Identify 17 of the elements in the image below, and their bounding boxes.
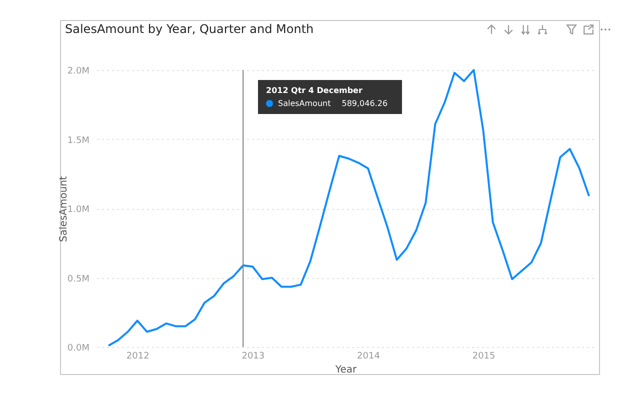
y-tick-label: 0.0M (67, 344, 90, 354)
annotation: 589,046.26 (342, 99, 388, 108)
x-axis-title: Year (334, 364, 358, 376)
y-tick-label: 1.5M (67, 136, 90, 146)
tooltip: 2012 Qtr 4 December SalesAmount 589,046.26 (258, 80, 402, 114)
chart-title: SalesAmount by Year, Quarter and Month (65, 22, 314, 36)
x-tick-label: 2012 (126, 352, 150, 362)
annotation: 2012 Qtr 4 December (266, 86, 364, 95)
line-series (108, 69, 590, 347)
x-tick-label: 2013 (242, 352, 265, 362)
y-axis-title: SalesAmount (58, 176, 70, 242)
y-tick-label: 1.0M (67, 205, 90, 215)
annotation: SalesAmount (278, 99, 331, 108)
x-tick-label: 2015 (472, 352, 496, 362)
y-tick-label: 0.5M (67, 274, 90, 284)
y-tick-label: 2.0M (67, 66, 90, 76)
x-tick-label: 2014 (357, 352, 380, 362)
